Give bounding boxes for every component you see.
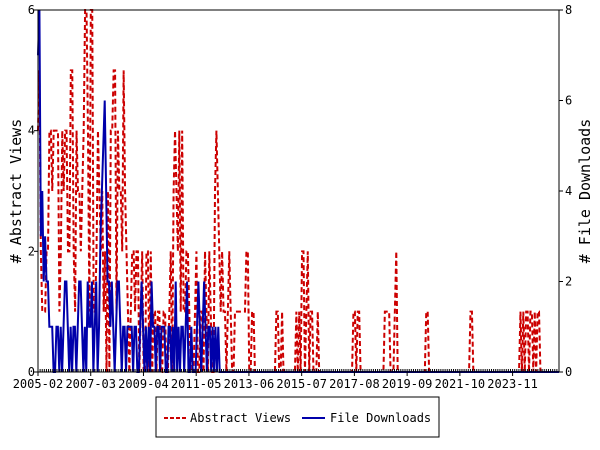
left-y-tick-label: 2 xyxy=(28,244,35,258)
x-tick-label: 2009-04 xyxy=(118,377,169,391)
right-y-tick-label: 8 xyxy=(565,3,572,17)
legend-box xyxy=(155,396,440,438)
right-y-tick-label: 2 xyxy=(565,275,572,289)
left-y-tick-label: 0 xyxy=(28,365,35,379)
right-y-tick-label: 4 xyxy=(565,184,572,198)
x-tick-label: 2011-05 xyxy=(171,377,222,391)
left-y-tick-label: 6 xyxy=(28,3,35,17)
legend-label-abstract-views: Abstract Views xyxy=(190,411,291,425)
left-y-tick-label: 4 xyxy=(28,124,35,138)
right-axis-title: # File Downloads xyxy=(576,119,594,264)
x-tick-label: 2017-08 xyxy=(329,377,380,391)
legend: Abstract Views File Downloads xyxy=(155,396,440,438)
x-tick-label: 2007-03 xyxy=(65,377,116,391)
plot-frame xyxy=(37,9,560,373)
legend-label-file-downloads: File Downloads xyxy=(330,411,431,425)
series-line-abstract-views xyxy=(37,9,559,373)
right-y-tick-label: 6 xyxy=(565,94,572,108)
left-axis-title: # Abstract Views xyxy=(7,119,25,264)
x-tick-label: 2023-11 xyxy=(487,377,538,391)
x-tick-label: 2013-06 xyxy=(224,377,275,391)
x-tick-label: 2015-07 xyxy=(276,377,327,391)
x-tick-label: 2021-10 xyxy=(435,377,486,391)
labels-layer: 2005-02 2007-03 2009-04 2011-05 2013-06 2015-… xyxy=(13,3,573,391)
x-tick-label: 2005-02 xyxy=(13,377,64,391)
x-tick-label: 2019-09 xyxy=(382,377,433,391)
right-y-tick-label: 0 xyxy=(565,365,572,379)
